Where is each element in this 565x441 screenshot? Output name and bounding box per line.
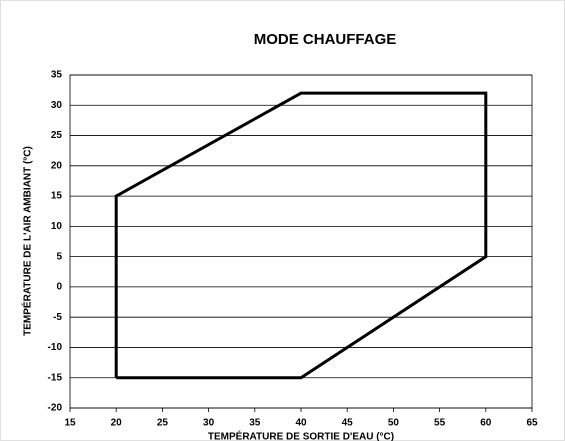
x-tick-label: 25 [157,418,169,429]
y-tick-label: 15 [51,191,63,202]
y-tick-label: 5 [56,251,62,262]
x-tick-label: 50 [388,418,400,429]
x-tick-label: 60 [480,418,492,429]
y-axis-label: TEMPÉRATURE DE L'AIR AMBIANT (°C) [21,146,34,336]
x-tick-label: 20 [111,418,123,429]
x-tick-label: 30 [203,418,215,429]
x-tick-label: 35 [249,418,261,429]
y-tick-label: 0 [56,282,62,293]
envelope-line [114,91,488,380]
y-tick-label: -10 [48,342,63,353]
x-tick-label: 65 [526,418,538,429]
y-tick-label: 10 [51,221,63,232]
x-tick-label: 15 [64,418,76,429]
y-tick-label: 20 [51,160,63,171]
chart-title: MODE CHAUFFAGE [254,31,397,48]
y-tick-label: 30 [51,100,63,111]
y-tick-label: -20 [48,403,63,414]
x-tick-label: 55 [434,418,446,429]
y-tick-label: -5 [53,312,62,323]
plot-border [69,74,533,409]
x-axis-label: TEMPÉRATURE DE SORTIE D'EAU (°C) [208,430,394,441]
y-tick-label: 25 [51,130,63,141]
y-tick-label: -15 [48,372,63,383]
y-tick-label: 35 [51,70,63,81]
x-tick-label: 40 [295,418,307,429]
x-tick-label: 45 [342,418,354,429]
